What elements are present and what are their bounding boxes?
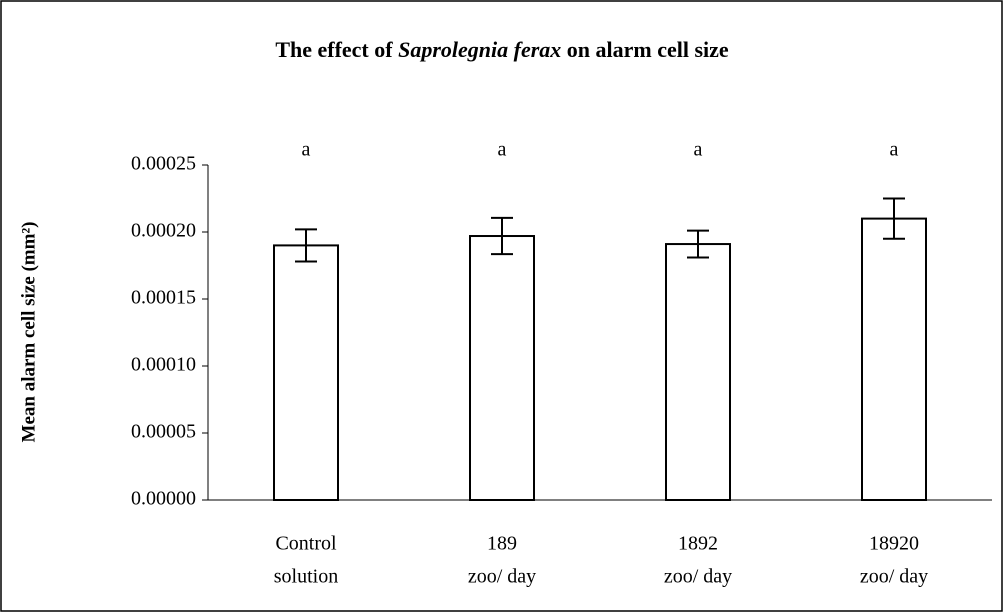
x-tick-label: 189: [487, 533, 517, 555]
y-tick-label: 0.00000: [131, 488, 196, 510]
annotation: a: [890, 139, 899, 161]
x-tick-label: 1892: [678, 533, 718, 555]
y-tick-label: 0.00025: [131, 153, 196, 175]
annotation: a: [694, 139, 703, 161]
y-tick-label: 0.00005: [131, 421, 196, 443]
x-tick-label: zoo/ day: [860, 566, 928, 588]
x-tick-label: zoo/ day: [664, 566, 732, 588]
title-part: on alarm cell size: [561, 37, 729, 62]
bar: [861, 217, 927, 501]
x-tick-label: Control: [275, 533, 337, 555]
title-part: The effect of: [275, 37, 398, 62]
x-tick-label: zoo/ day: [468, 566, 536, 588]
x-tick-label: 18920: [869, 533, 919, 555]
y-tick-label: 0.00020: [131, 220, 196, 242]
title-italic: Saprolegnia ferax: [398, 37, 561, 62]
bar: [273, 244, 339, 501]
bar: [469, 235, 535, 502]
bar: [665, 243, 731, 501]
y-tick-label: 0.00015: [131, 287, 196, 309]
chart-title: The effect of Saprolegnia ferax on alarm…: [275, 37, 729, 62]
annotation: a: [302, 139, 311, 161]
y-axis-label: Mean alarm cell size (mm²): [18, 222, 39, 443]
x-tick-label: solution: [274, 566, 338, 588]
annotation: a: [498, 139, 507, 161]
y-tick-label: 0.00010: [131, 354, 196, 376]
